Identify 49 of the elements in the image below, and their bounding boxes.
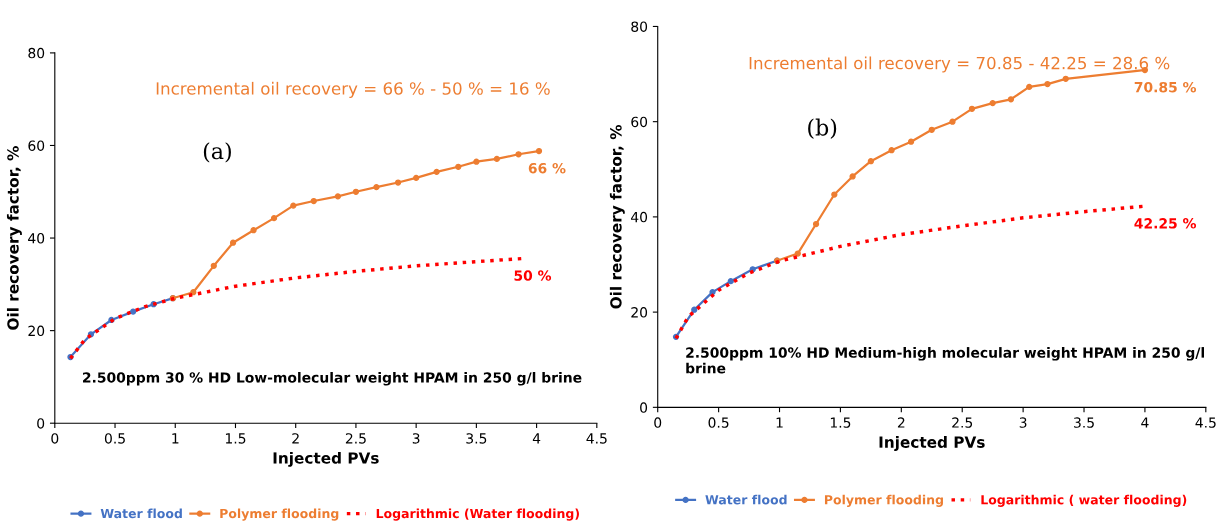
x-tick-label: 4.5 — [586, 433, 607, 444]
legend-label: Water flood — [100, 508, 182, 519]
x-tick-label: 2.5 — [952, 417, 973, 428]
y-tick-label: 0 — [640, 402, 648, 413]
legend-label: Polymer flooding — [220, 508, 339, 521]
legend-label: Logarithmic (Water flooding) — [376, 508, 579, 521]
y-tick-label: 80 — [631, 21, 648, 32]
x-axis-title: Injected PVs — [879, 436, 985, 451]
x-tick-label: 3.5 — [466, 433, 487, 444]
x-tick-label: 0.5 — [104, 433, 125, 444]
y-axis-title: Oil recovery factor, % — [609, 124, 625, 309]
annotation: 2.500ppm 10% HD Medium-high molecular weight HPAM in 250 g/l brine — [686, 347, 1205, 374]
annotation: 50 % — [514, 270, 552, 281]
x-tick-label: 1 — [172, 433, 179, 444]
y-tick-label: 20 — [631, 307, 648, 318]
x-tick-label: 1 — [776, 417, 783, 428]
annotation: 70.85 % — [1134, 81, 1197, 93]
x-tick-label: 1.5 — [225, 433, 246, 444]
x-tick-label: 0 — [654, 417, 662, 428]
legend-label: Water flood — [705, 494, 787, 505]
y-tick-label: 40 — [28, 233, 45, 244]
x-tick-label: 2 — [897, 417, 905, 428]
x-tick-label: 3.5 — [1074, 417, 1094, 428]
x-tick-label: 0.5 — [708, 417, 729, 428]
x-tick-label: 4.5 — [1195, 417, 1216, 428]
annotation: (a) — [203, 142, 231, 163]
annotation: (b) — [808, 118, 837, 139]
legend-label: Polymer flooding — [824, 494, 943, 507]
annotation: 2.500ppm 30 % HD Low-molecular weight HPAM in 250 g/l brine — [83, 371, 582, 386]
x-tick-label: 2 — [292, 433, 299, 444]
legend-label: Logarithmic ( water flooding) — [981, 494, 1187, 507]
annotation: Incremental oil recovery = 66 % - 50 % = 16 % — [156, 81, 550, 98]
annotation: 66 % — [528, 162, 566, 174]
annotation: Incremental oil recovery = 70.85 - 42.25 = 28.6 % — [749, 56, 1170, 73]
y-tick-label: 20 — [28, 325, 45, 337]
y-axis-title: Oil recovery factor, % — [6, 146, 22, 330]
y-tick-label: 80 — [28, 47, 45, 59]
x-tick-label: 4 — [532, 433, 541, 444]
x-tick-label: 3 — [412, 433, 420, 444]
x-tick-label: 3 — [1019, 417, 1027, 428]
y-tick-label: 60 — [28, 140, 45, 151]
annotation: 42.25 % — [1134, 218, 1197, 229]
x-tick-label: 4 — [1141, 417, 1149, 428]
x-tick-label: 0 — [51, 433, 59, 444]
y-tick-label: 40 — [631, 211, 648, 223]
x-axis-title: Injected PVs — [273, 451, 379, 467]
x-tick-label: 2.5 — [345, 433, 366, 444]
y-tick-label: 60 — [631, 116, 648, 128]
x-tick-label: 1.5 — [830, 417, 851, 428]
